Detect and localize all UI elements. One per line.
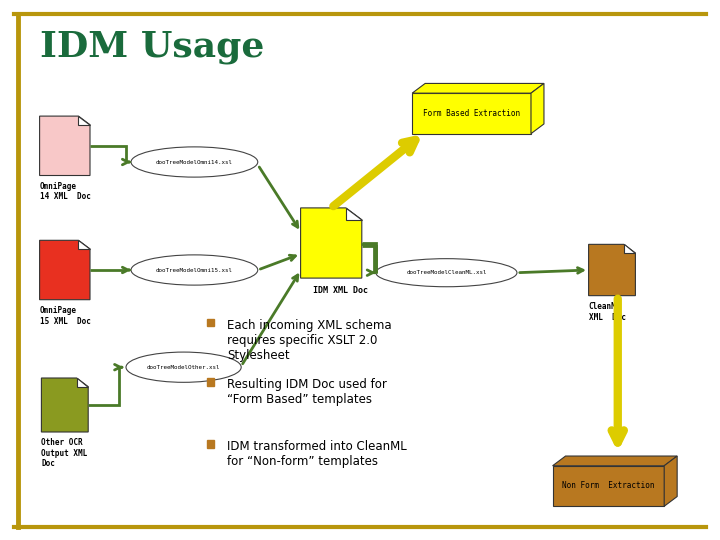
Text: dooTreeModelCleanML.xsl: dooTreeModelCleanML.xsl <box>406 270 487 275</box>
Bar <box>207 319 214 326</box>
Polygon shape <box>412 83 544 93</box>
Text: Resulting IDM Doc used for
“Form Based” templates: Resulting IDM Doc used for “Form Based” … <box>227 378 387 406</box>
Text: IDM XML Doc: IDM XML Doc <box>313 286 368 295</box>
Polygon shape <box>301 208 362 278</box>
Text: Form Based Extraction: Form Based Extraction <box>423 109 520 118</box>
Polygon shape <box>553 456 677 465</box>
Text: dooTreeModelOmni14.xsl: dooTreeModelOmni14.xsl <box>156 159 233 165</box>
Polygon shape <box>665 456 677 507</box>
Polygon shape <box>40 240 90 300</box>
Text: OmniPage
14 XML  Doc: OmniPage 14 XML Doc <box>40 182 91 201</box>
Polygon shape <box>40 116 90 176</box>
Polygon shape <box>531 83 544 133</box>
Text: OmniPage
15 XML  Doc: OmniPage 15 XML Doc <box>40 306 91 326</box>
Text: Each incoming XML schema
requires specific XSLT 2.0
Stylesheet: Each incoming XML schema requires specif… <box>227 319 392 362</box>
Ellipse shape <box>131 147 258 177</box>
Ellipse shape <box>126 352 241 382</box>
Text: dooTreeModelOmni15.xsl: dooTreeModelOmni15.xsl <box>156 267 233 273</box>
Polygon shape <box>624 244 635 253</box>
Polygon shape <box>589 244 635 296</box>
Bar <box>207 440 214 448</box>
Polygon shape <box>76 378 89 387</box>
Ellipse shape <box>131 255 258 285</box>
Ellipse shape <box>376 259 517 287</box>
Polygon shape <box>78 240 90 249</box>
Polygon shape <box>346 208 362 220</box>
Polygon shape <box>553 465 665 507</box>
Polygon shape <box>412 93 531 133</box>
Text: CleanML
XML  Doc: CleanML XML Doc <box>589 302 626 321</box>
Text: dooTreeModelOther.xsl: dooTreeModelOther.xsl <box>147 364 220 370</box>
Text: Non Form  Extraction: Non Form Extraction <box>562 482 654 490</box>
Text: Other OCR
Output XML
Doc: Other OCR Output XML Doc <box>42 438 88 468</box>
Bar <box>207 378 214 386</box>
Polygon shape <box>42 378 89 432</box>
Text: IDM Usage: IDM Usage <box>40 30 264 64</box>
Polygon shape <box>78 116 90 125</box>
Text: IDM transformed into CleanML
for “Non-form” templates: IDM transformed into CleanML for “Non-fo… <box>227 440 407 468</box>
